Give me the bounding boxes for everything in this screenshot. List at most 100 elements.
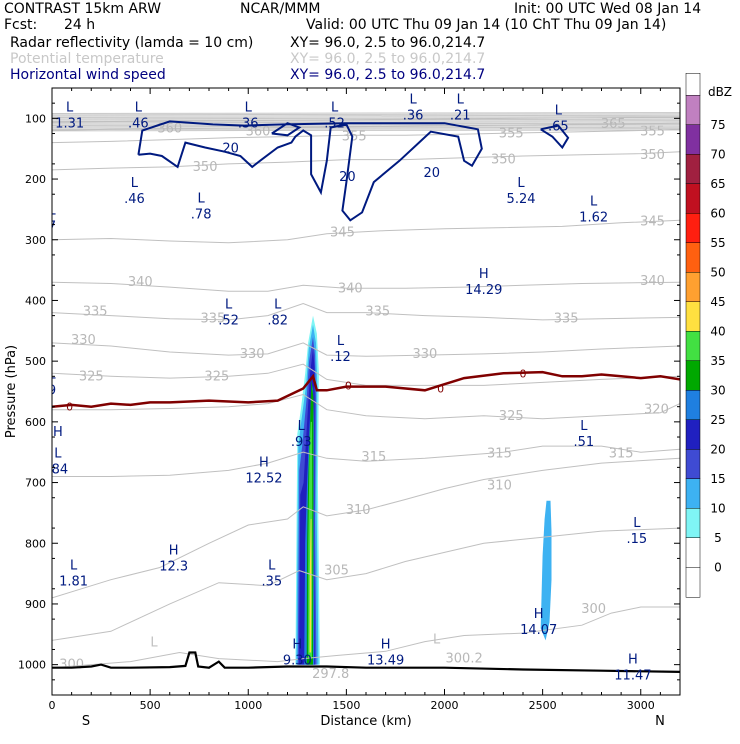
colorbar-swatch-25 (685, 390, 701, 420)
theta-label: 325 (499, 409, 524, 424)
colorbar-level-label: 75 (710, 118, 725, 132)
extremum-symbol: L (70, 559, 78, 574)
extremum-value: 1.31 (55, 116, 84, 131)
extremum-symbol: L (245, 100, 253, 115)
extremum-l: L.12 (330, 334, 351, 365)
colorbar-swatch-75 (685, 95, 701, 125)
theta-label: 355 (499, 127, 524, 142)
extremum-symbol: L (555, 103, 563, 118)
theta-label: 345 (640, 215, 665, 230)
theta-contour-325 (52, 363, 680, 386)
theta-label: 305 (324, 564, 349, 579)
extremum-value: .52 (218, 314, 239, 329)
x-tick-label: 2500 (529, 699, 557, 712)
extremum-value: .15 (626, 532, 647, 547)
extremum-l: L9 (52, 367, 56, 398)
colorbar-level-label: 45 (710, 295, 725, 309)
theta-label: 310 (487, 479, 512, 494)
extremum-l: L.52 (324, 100, 345, 131)
extremum-value: 1.81 (59, 575, 88, 590)
extremum-symbol: H (628, 653, 638, 668)
y-tick-label: 500 (25, 355, 46, 368)
colorbar-swatch-35 (685, 331, 701, 361)
extremum-symbol: L (48, 204, 56, 219)
extremum-h: H14.29 (465, 267, 502, 298)
colorbar-cap-bottom (685, 567, 701, 598)
theta-contour-315 (52, 445, 680, 477)
extremum-symbol: L (409, 92, 417, 107)
forecast-hour: 24 h (64, 17, 95, 33)
theta-upper-line (52, 113, 680, 116)
theta-label: 365 (601, 117, 626, 132)
theta-label: 320 (644, 403, 669, 418)
extremum-symbol: H (292, 638, 302, 653)
colorbar-level-label: 35 (710, 354, 725, 368)
colorbar-level-label: 50 (710, 265, 725, 279)
extremum-l: L1.62 (579, 194, 608, 225)
extremum-value: .12 (330, 350, 351, 365)
theta-contour-360 (52, 122, 680, 131)
theta-label: 350 (640, 148, 665, 163)
field-reflectivity-name: Radar reflectivity (lamda = 10 cm) (10, 35, 253, 51)
wind-label: 20 (423, 166, 440, 181)
theta-label: 350 (491, 153, 516, 168)
theta-label: 355 (342, 130, 367, 145)
extremum-l: L5.24 (507, 176, 536, 207)
extremum-value: 14.07 (520, 623, 557, 638)
colorbar-swatch-10 (685, 478, 701, 509)
theta-contour-300 (52, 606, 680, 669)
theta-upper-line (52, 126, 680, 129)
wind-contour (540, 124, 570, 150)
theta-contour-330 (52, 342, 680, 357)
theta-label: 340 (640, 274, 665, 289)
extremum-l: L.52 (218, 298, 239, 329)
chart-header: CONTRAST 15km ARW NCAR/MMM Init: 00 UTC … (4, 1, 701, 83)
extremum-value: .65 (548, 119, 569, 134)
theta-label: 330 (71, 333, 96, 348)
extremum-l: L.84 (52, 446, 68, 477)
y-tick-label: 700 (25, 477, 46, 490)
extremum-symbol: H (53, 425, 63, 440)
colorbar-unit: dBZ (708, 85, 732, 99)
extremum-value: 13.49 (367, 654, 404, 669)
theta-label: 340 (128, 275, 153, 290)
extremum-value: 12.3 (159, 559, 188, 574)
colorbar-level-label: 15 (710, 472, 725, 486)
colorbar-level-label: 70 (710, 147, 725, 161)
extremum-value: 7 (48, 220, 56, 235)
theta-label: 300 (581, 602, 606, 617)
colorbar-swatch-60 (685, 183, 701, 214)
y-tick-label: 100 (25, 112, 46, 125)
theta-label: 345 (330, 225, 355, 240)
y-axis-label: Pressure (hPa) (4, 345, 19, 438)
plot-area: 300 297.8 300.2 300 305 310 310 315 315 315 320 325… (48, 88, 680, 695)
colorbar-level-label: 55 (710, 236, 725, 250)
theta-label: 297.8 (312, 667, 349, 682)
extremum-h: H9.30 (283, 638, 312, 669)
plot-background (52, 88, 680, 695)
theta-label: 335 (201, 312, 226, 327)
theta-contour-310 (52, 457, 680, 599)
theta-label: 360 (246, 125, 271, 140)
y-tick-label: 1000 (18, 659, 46, 672)
colorbar-level-label: 0 (714, 560, 722, 574)
theta-contour-350 (52, 151, 680, 171)
extremum-value: 9.30 (283, 654, 312, 669)
extremum-symbol: L (135, 100, 143, 115)
extremum-symbol: L (590, 194, 598, 209)
extremum-l: L.93 (291, 419, 312, 450)
theta-label: 335 (554, 312, 579, 327)
extremum-l: L.65 (548, 103, 569, 134)
extremum-h: H13.49 (367, 638, 404, 669)
field-reflectivity-xy: XY= 96.0, 2.5 to 96.0,214.7 (290, 35, 485, 51)
y-tick-label: 400 (25, 294, 46, 307)
extremum-symbol: H (169, 543, 179, 558)
x-tick-label: 3000 (627, 699, 655, 712)
x-tick-label: 500 (140, 699, 161, 712)
extremum-l: L.51 (573, 419, 594, 450)
theta-label: 315 (487, 446, 512, 461)
extremum-symbol: L (298, 419, 306, 434)
y-tick-label: 600 (25, 416, 46, 429)
theta-label: 360 (157, 122, 182, 137)
